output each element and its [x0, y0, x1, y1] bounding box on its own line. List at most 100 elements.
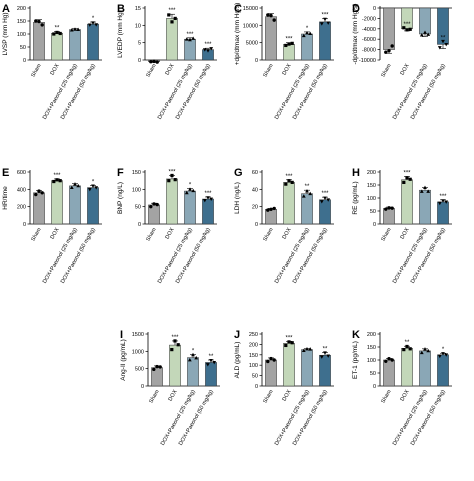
- bar-4: [319, 354, 331, 387]
- category-label: DOX+Paeonol (50 mg/kg): [292, 227, 329, 285]
- data-point: [94, 23, 99, 27]
- data-point: [323, 196, 327, 200]
- panel-letter: B: [117, 3, 125, 15]
- y-axis-label: BNP (ng/L): [117, 182, 124, 214]
- y-tick-label: 5000: [246, 41, 258, 47]
- category-label: Sham: [30, 63, 43, 79]
- panel-letter: C: [234, 3, 242, 15]
- data-point: [173, 178, 177, 182]
- data-point: [87, 187, 92, 192]
- category-label: DOX+Paeonol (25 mg/kg): [160, 389, 197, 447]
- data-point: [426, 189, 431, 193]
- data-point: [308, 191, 313, 196]
- data-point: [266, 208, 270, 212]
- category-label: DOX: [50, 227, 61, 241]
- data-point: [387, 357, 391, 361]
- bar-3: [301, 193, 313, 225]
- data-point: [149, 204, 153, 209]
- data-point: [167, 13, 171, 17]
- data-point: [305, 189, 309, 193]
- y-tick-label: 200: [17, 6, 26, 12]
- y-tick-label: 0: [23, 58, 26, 64]
- bar-1: [383, 7, 395, 50]
- category-label: DOX+Paeonol (50 mg/kg): [175, 63, 212, 121]
- data-point: [323, 351, 327, 355]
- data-point: [419, 189, 424, 193]
- y-tick-label: 100: [367, 358, 376, 364]
- bar-1: [265, 16, 277, 61]
- data-point: [206, 49, 210, 53]
- bar-2: [283, 343, 295, 387]
- y-tick-label: 100: [17, 32, 26, 38]
- data-point: [387, 48, 391, 53]
- data-point: [52, 179, 56, 184]
- y-tick-label: 200: [17, 205, 26, 211]
- category-label: Sham: [262, 389, 275, 405]
- category-label: Sham: [262, 227, 275, 243]
- data-point: [441, 199, 445, 203]
- chart-panel-k: KET-1 (pg/mL) 0 50 100 150 200 Sham ** DOXDOX+Pa…: [352, 329, 452, 447]
- data-point: [170, 20, 174, 24]
- data-point: [158, 365, 162, 369]
- category-label: DOX+Paeonol (25 mg/kg): [42, 227, 79, 285]
- data-point: [188, 37, 192, 42]
- data-point: [266, 359, 270, 364]
- y-tick-label: 0: [255, 58, 258, 64]
- significance-label: **: [55, 26, 60, 32]
- data-point: [402, 348, 406, 352]
- category-label: Sham: [145, 227, 158, 243]
- data-point: [212, 361, 217, 365]
- significance-label: *: [192, 348, 195, 354]
- category-label: DOX: [400, 227, 411, 241]
- data-point: [191, 352, 195, 357]
- data-point: [326, 354, 331, 358]
- data-point: [69, 28, 74, 32]
- data-point: [419, 350, 424, 355]
- y-tick-label: 15000: [243, 6, 258, 12]
- data-point: [384, 50, 388, 54]
- data-point: [384, 359, 388, 363]
- data-point: [290, 180, 294, 184]
- bar-3: [69, 185, 81, 225]
- category-label: DOX: [50, 63, 61, 77]
- data-point: [319, 22, 324, 26]
- y-tick-label: 150: [17, 19, 26, 25]
- panel-letter: D: [352, 3, 360, 15]
- data-point: [55, 178, 59, 182]
- y-tick-label: 1500: [132, 332, 144, 338]
- bar-1: [383, 359, 395, 387]
- y-tick-label: 15: [135, 6, 141, 12]
- y-tick-label: 200: [249, 342, 258, 348]
- bar-4: [319, 21, 331, 61]
- bar-1: [33, 22, 45, 61]
- y-tick-label: 0: [373, 384, 376, 390]
- data-point: [269, 207, 273, 211]
- y-tick-label: -4000: [362, 27, 376, 33]
- data-point: [408, 347, 412, 351]
- data-point: [290, 41, 294, 45]
- y-tick-label: 10000: [243, 23, 258, 29]
- significance-label: ***: [168, 169, 176, 175]
- y-tick-label: 200: [367, 332, 376, 338]
- bar-1: [383, 208, 395, 225]
- category-label: DOX+Paeonol (50 mg/kg): [410, 389, 447, 447]
- category-label: DOX: [168, 389, 179, 403]
- category-label: DOX: [165, 227, 176, 241]
- category-label: DOX+Paeonol (50 mg/kg): [410, 227, 447, 285]
- category-label: Sham: [380, 227, 393, 243]
- y-tick-label: 150: [132, 170, 141, 176]
- y-tick-label: 400: [17, 187, 26, 193]
- category-label: DOX: [165, 63, 176, 77]
- data-point: [170, 173, 174, 178]
- significance-label: ***: [186, 32, 194, 38]
- y-tick-label: -6000: [362, 37, 376, 43]
- bar-3: [301, 33, 313, 61]
- panel-letter: A: [2, 3, 10, 15]
- category-label: DOX+Paeonol (25 mg/kg): [392, 389, 429, 447]
- data-point: [191, 36, 196, 40]
- bar-4: [87, 187, 99, 225]
- y-tick-label: 40: [252, 187, 258, 193]
- y-tick-label: 0: [373, 222, 376, 228]
- bar-2: [283, 182, 295, 225]
- bar-2: [51, 32, 63, 61]
